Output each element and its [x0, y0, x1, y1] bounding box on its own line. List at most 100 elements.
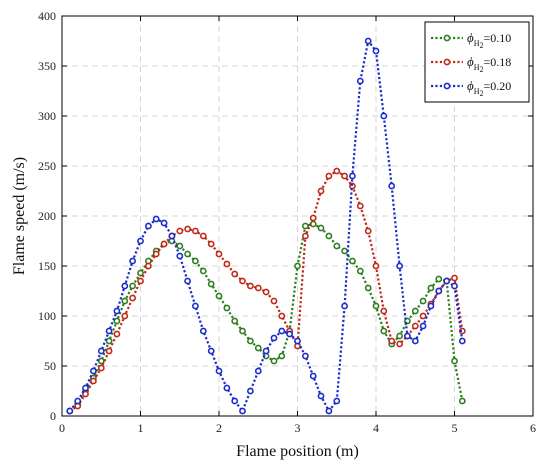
series-3 — [66, 37, 466, 415]
data-point — [341, 247, 348, 255]
data-point — [152, 250, 160, 258]
legend-item: ϕH2=0.18 — [431, 54, 511, 74]
data-point — [239, 277, 246, 285]
data-point — [451, 282, 458, 290]
data-point — [411, 322, 419, 330]
data-point — [97, 364, 105, 372]
data-point — [207, 240, 215, 248]
legend-swatch-marker — [443, 34, 451, 42]
data-point — [348, 257, 356, 265]
data-point — [207, 280, 215, 288]
data-point — [278, 352, 286, 360]
y-axis-label: Flame speed (m/s) — [11, 157, 28, 275]
data-point — [144, 222, 152, 230]
data-point — [254, 367, 262, 375]
data-point — [301, 222, 309, 230]
data-point — [176, 227, 184, 235]
data-point — [246, 387, 254, 395]
data-point — [325, 407, 333, 415]
data-point — [231, 397, 239, 405]
data-point — [223, 304, 231, 312]
data-point — [396, 340, 403, 348]
data-point — [443, 277, 451, 285]
data-point — [191, 302, 199, 310]
legend-swatch-marker — [443, 82, 451, 90]
legend: ϕH2=0.10 ϕH2=0.18 ϕH2=0.20 — [424, 21, 530, 103]
data-point — [356, 267, 364, 275]
data-point — [317, 224, 325, 232]
data-point — [191, 227, 199, 235]
data-point — [144, 262, 152, 270]
data-point — [199, 327, 207, 335]
data-point — [294, 337, 301, 345]
data-point — [223, 260, 231, 268]
data-point — [309, 214, 317, 222]
data-point — [215, 292, 223, 300]
data-point — [294, 262, 301, 270]
data-point — [152, 215, 160, 223]
data-point — [333, 242, 341, 250]
data-point — [333, 167, 341, 175]
legend-label: ϕH2=0.20 — [467, 78, 511, 98]
x-tick-label: 5 — [452, 421, 458, 435]
data-point — [105, 327, 113, 335]
data-point — [427, 284, 435, 292]
data-point — [184, 250, 191, 258]
data-point — [458, 327, 466, 335]
data-point — [105, 347, 113, 355]
data-point — [317, 392, 325, 400]
x-tick-label: 0 — [59, 421, 65, 435]
data-point — [270, 297, 278, 305]
data-point — [451, 274, 458, 282]
data-point — [121, 282, 129, 290]
data-point — [90, 367, 97, 375]
series-line — [69, 169, 464, 412]
legend-label: ϕH2=0.18 — [467, 54, 511, 74]
data-point — [97, 347, 105, 355]
data-point — [254, 344, 262, 352]
y-tick-label: 200 — [38, 209, 56, 223]
grid — [62, 16, 533, 416]
data-point — [388, 182, 396, 190]
legend-box — [424, 21, 530, 103]
y-tick-label: 150 — [38, 259, 56, 273]
data-point — [137, 237, 144, 245]
data-point — [168, 232, 176, 240]
data-point — [246, 282, 254, 290]
data-point — [160, 219, 168, 227]
series-1 — [66, 220, 466, 415]
data-point — [435, 275, 443, 283]
data-point — [270, 334, 278, 342]
data-point — [356, 202, 364, 210]
data-point — [262, 288, 270, 296]
data-point — [301, 232, 309, 240]
data-point — [458, 397, 466, 405]
data-point — [121, 297, 129, 305]
data-point — [176, 252, 184, 260]
data-point — [396, 332, 403, 340]
x-tick-label: 3 — [295, 421, 301, 435]
data-point — [231, 317, 239, 325]
data-point — [458, 337, 466, 345]
data-point — [348, 172, 356, 180]
series-2 — [66, 167, 466, 415]
data-point — [215, 250, 223, 258]
data-point — [286, 330, 293, 338]
data-point — [239, 407, 246, 415]
data-point — [121, 312, 129, 320]
data-point — [278, 327, 286, 335]
data-point — [451, 357, 458, 365]
data-point — [137, 277, 144, 285]
y-tick-label: 0 — [50, 409, 56, 423]
data-point — [380, 307, 388, 315]
data-point — [419, 312, 427, 320]
y-tick-label: 50 — [44, 359, 56, 373]
data-point — [380, 327, 388, 335]
data-point — [411, 307, 419, 315]
data-point — [191, 257, 199, 265]
y-tick-label: 350 — [38, 59, 56, 73]
data-point — [74, 397, 82, 405]
data-point — [364, 37, 372, 45]
data-point — [207, 347, 215, 355]
data-point — [129, 294, 136, 302]
